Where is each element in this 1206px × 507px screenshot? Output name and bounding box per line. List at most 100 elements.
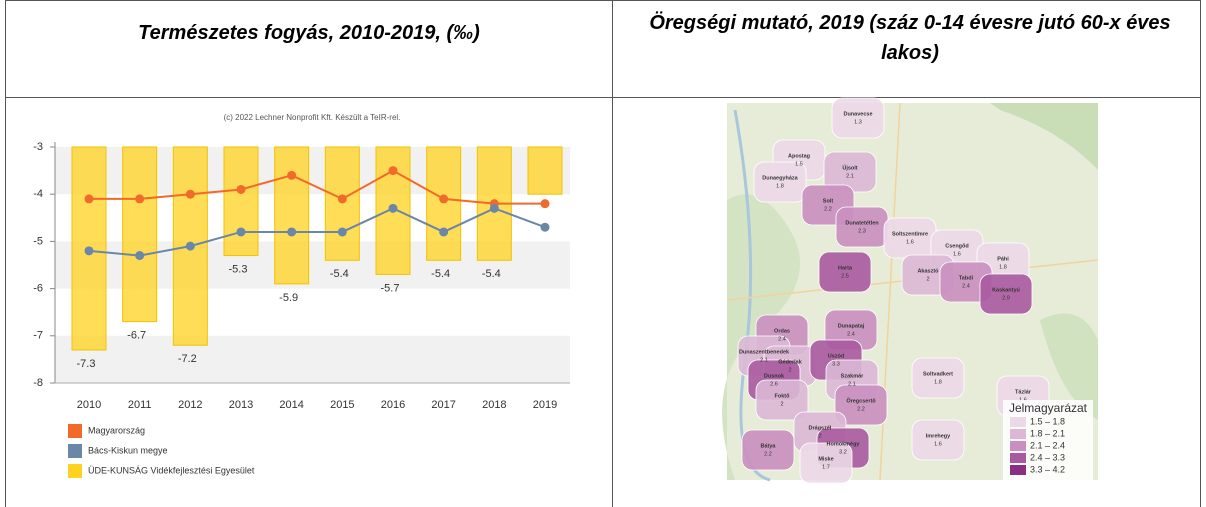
municipality	[911, 357, 965, 399]
place-value: 2.5	[841, 273, 849, 279]
municipality	[831, 97, 885, 139]
place-name: Kaskantyú	[992, 287, 1020, 293]
bar	[223, 146, 259, 257]
grid-band	[55, 335, 570, 383]
right-title: Öregségi mutató, 2019 (száz 0-14 évesre …	[649, 12, 1171, 64]
point	[185, 189, 195, 199]
place-name: Dunapataj	[838, 323, 865, 329]
y-tick-label: -3	[33, 141, 43, 153]
point	[337, 194, 347, 204]
legend-swatch	[68, 444, 82, 458]
map-forest	[722, 194, 800, 481]
legend-label: 1.5 – 1.8	[1030, 416, 1065, 426]
x-tick-label: 2013	[229, 399, 253, 411]
y-tick-label: -8	[33, 377, 43, 389]
place-name: Akasztó	[917, 268, 939, 274]
table-border	[5, 97, 1201, 98]
municipality	[799, 442, 853, 484]
x-tick-label: 2018	[482, 399, 506, 411]
place-value: 1.8	[934, 379, 942, 385]
legend-swatch	[1010, 417, 1026, 427]
point	[135, 251, 145, 261]
place-value: 3.3	[832, 361, 840, 367]
place-value: 1.6	[953, 251, 961, 257]
place-name: Dunatetétlen	[845, 220, 879, 226]
place-name: Solt	[823, 198, 834, 204]
place-name: Dunavecse	[843, 111, 872, 117]
legend-swatch	[1010, 453, 1026, 463]
municipality	[883, 217, 937, 259]
place-name: Homokmégy	[826, 441, 860, 447]
place-value: 2	[926, 276, 929, 282]
municipality	[753, 161, 807, 203]
y-tick-label: -4	[33, 188, 43, 200]
place-value: 2.9	[1002, 295, 1010, 301]
place-name: Foktő	[775, 393, 791, 399]
place-name: Tabdi	[959, 275, 974, 281]
place-name: Újsolt	[842, 164, 857, 171]
place-value: 1.6	[934, 441, 942, 447]
place-name: Uszód	[828, 353, 845, 359]
place-name: Miske	[818, 456, 833, 462]
x-tick-label: 2011	[128, 399, 152, 411]
table-border	[612, 0, 613, 507]
place-value: 2.1	[846, 173, 854, 179]
legend-label: 3.3 – 4.2	[1030, 464, 1065, 474]
y-tick-label: -6	[33, 283, 43, 295]
x-tick-label: 2010	[77, 399, 101, 411]
legend-label: ÜDE-KUNSÁG Vidékfejlesztési Egyesület	[88, 465, 255, 475]
series-line	[88, 207, 546, 257]
legend-label: 2.4 – 3.3	[1030, 452, 1065, 462]
place-name: Páhi	[997, 256, 1009, 262]
point	[84, 194, 94, 204]
place-value: 1.3	[854, 119, 862, 125]
value-label: -5.4	[330, 268, 349, 280]
table-border	[5, 0, 1201, 1]
place-value: 1.5	[795, 161, 803, 167]
place-name: Dusnok	[764, 373, 785, 379]
series-line	[89, 169, 545, 205]
legend-swatch	[68, 464, 82, 478]
place-value: 2.2	[857, 406, 865, 412]
point	[540, 199, 550, 209]
place-name: Drágszél	[809, 425, 832, 431]
value-label: -6.7	[127, 330, 146, 342]
point	[439, 227, 449, 237]
value-label: -7.2	[178, 353, 197, 365]
value-label: -5.4	[482, 268, 501, 280]
map-forest	[990, 103, 1098, 170]
legend-swatch	[68, 424, 82, 438]
place-name: Dunaszentbenedek	[739, 349, 790, 355]
point	[287, 170, 297, 180]
legend-swatch	[1010, 441, 1026, 451]
legend-label: Magyarország	[88, 425, 145, 435]
place-value: 2.1	[760, 357, 768, 363]
municipality	[834, 384, 888, 426]
point	[540, 222, 550, 232]
x-tick-label: 2017	[431, 399, 455, 411]
legend-title: Jelmagyarázat	[1009, 401, 1088, 415]
municipality	[755, 379, 809, 421]
x-tick-label: 2019	[533, 399, 557, 411]
municipality	[741, 429, 795, 471]
point	[236, 184, 246, 194]
place-name: Apostag	[788, 153, 810, 159]
place-value: 2.2	[764, 451, 772, 457]
place-name: Dunaegyháza	[762, 175, 798, 181]
x-tick-label: 2012	[178, 399, 202, 411]
place-name: Bátya	[761, 443, 777, 449]
place-value: 1.6	[906, 239, 914, 245]
place-name: Géderlak	[778, 359, 802, 365]
bar	[426, 146, 462, 261]
table-border	[1200, 0, 1201, 507]
value-label: -5.7	[381, 282, 400, 294]
municipality	[979, 273, 1033, 315]
place-value: 2.3	[858, 228, 866, 234]
value-label: -5.3	[229, 263, 248, 275]
place-value: 1.8	[999, 264, 1007, 270]
place-value: 2.1	[848, 381, 856, 387]
x-tick-label: 2014	[279, 399, 303, 411]
point	[84, 246, 94, 256]
place-name: Szakmár	[841, 373, 864, 379]
